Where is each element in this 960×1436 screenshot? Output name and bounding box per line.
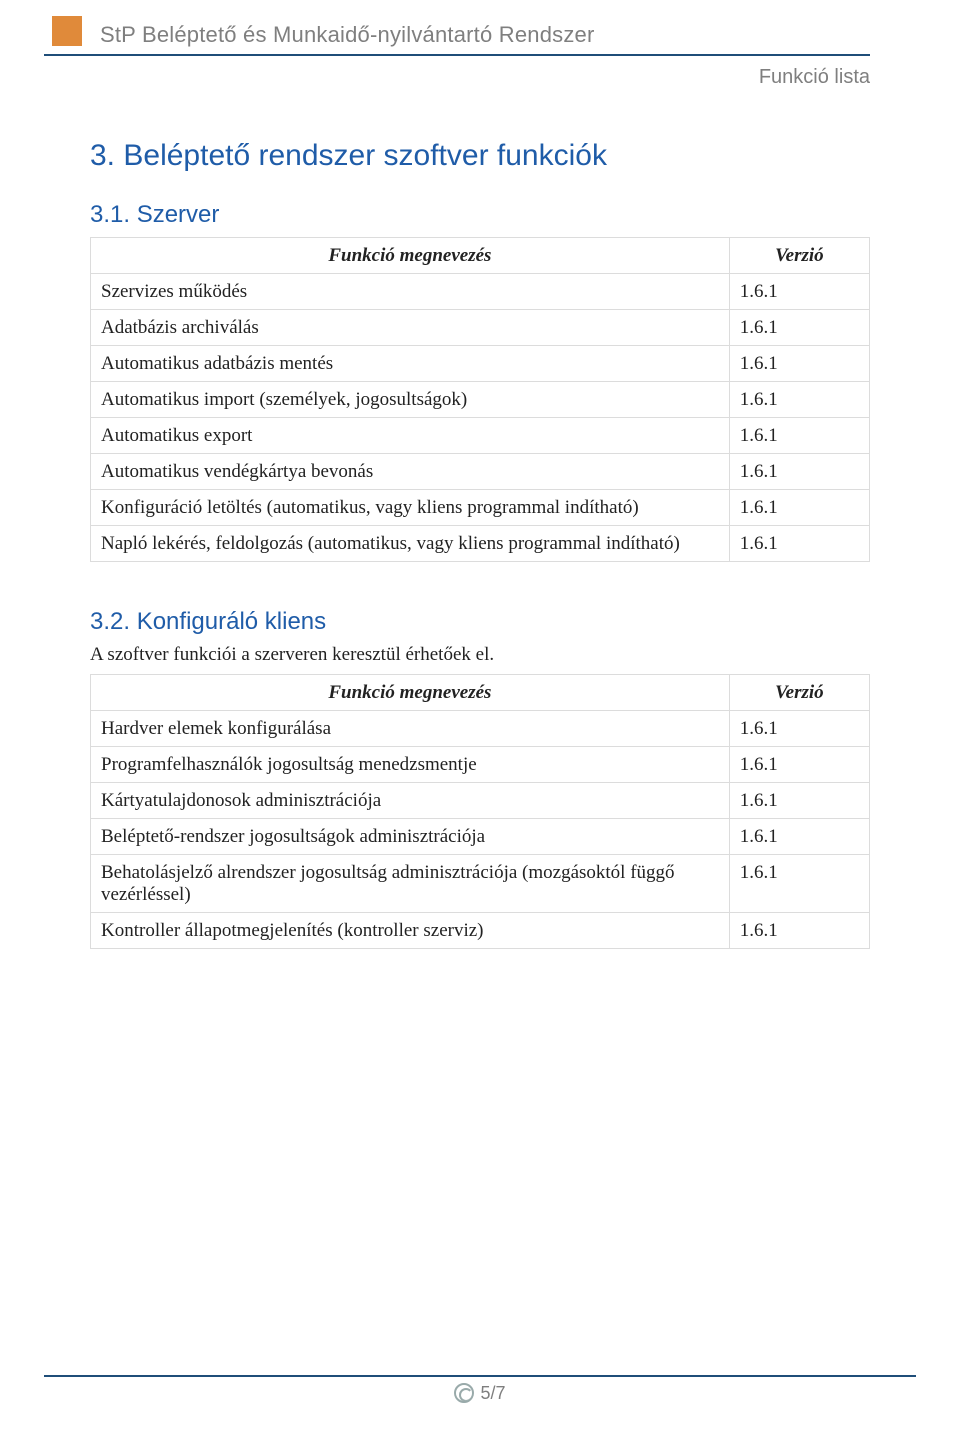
table-row: Konfiguráció letöltés (automatikus, vagy… [91,490,870,526]
cell-version: 1.6.1 [729,418,869,454]
cell-name: Kontroller állapotmegjelenítés (kontroll… [91,913,730,949]
cell-version: 1.6.1 [729,913,869,949]
page-header: StP Beléptető és Munkaidő-nyilvántartó R… [90,0,870,89]
table-row: Adatbázis archiválás1.6.1 [91,310,870,346]
table-row: Kontroller állapotmegjelenítés (kontroll… [91,913,870,949]
cell-version: 1.6.1 [729,819,869,855]
subsection-2-lead: A szoftver funkciói a szerveren keresztü… [90,644,870,666]
table-row: Automatikus import (személyek, jogosults… [91,382,870,418]
subsection-1-title: Szerver [137,201,220,228]
table-row: Szervizes működés1.6.1 [91,274,870,310]
table-row: Kártyatulajdonosok adminisztrációja1.6.1 [91,783,870,819]
page-number: 5/7 [480,1383,505,1404]
page: StP Beléptető és Munkaidő-nyilvántartó R… [0,0,960,1436]
cell-version: 1.6.1 [729,526,869,562]
table-row: Hardver elemek konfigurálása1.6.1 [91,711,870,747]
cell-version: 1.6.1 [729,274,869,310]
header-row: StP Beléptető és Munkaidő-nyilvántartó R… [90,18,870,48]
cell-version: 1.6.1 [729,711,869,747]
cell-version: 1.6.1 [729,783,869,819]
footer-rule [44,1375,916,1377]
subsection-1-heading: 3.1. Szerver [90,201,870,229]
col-header-version: Verzió [729,238,869,274]
cell-name: Kártyatulajdonosok adminisztrációja [91,783,730,819]
cell-version: 1.6.1 [729,382,869,418]
section-heading: 3. Beléptető rendszer szoftver funkciók [90,139,870,173]
table-row: Automatikus adatbázis mentés1.6.1 [91,346,870,382]
cell-name: Automatikus export [91,418,730,454]
subsection-2-title: Konfiguráló kliens [137,608,326,635]
page-footer: 5/7 [0,1375,960,1409]
subsection-1-number: 3.1. [90,201,130,228]
table-header-row: Funkció megnevezés Verzió [91,238,870,274]
col-header-name: Funkció megnevezés [91,238,730,274]
table-row: Automatikus vendégkártya bevonás1.6.1 [91,454,870,490]
table-config-client-functions: Funkció megnevezés Verzió Hardver elemek… [90,674,870,949]
cell-name: Szervizes működés [91,274,730,310]
cell-version: 1.6.1 [729,310,869,346]
table-row: Napló lekérés, feldolgozás (automatikus,… [91,526,870,562]
cell-version: 1.6.1 [729,346,869,382]
col-header-version: Verzió [729,675,869,711]
table-row: Beléptető-rendszer jogosultságok adminis… [91,819,870,855]
cell-name: Hardver elemek konfigurálása [91,711,730,747]
cell-name: Programfelhasználók jogosultság menedzsm… [91,747,730,783]
cell-version: 1.6.1 [729,747,869,783]
footer-inner: 5/7 [454,1383,505,1404]
cell-name: Automatikus adatbázis mentés [91,346,730,382]
header-rule [44,54,870,56]
col-header-name: Funkció megnevezés [91,675,730,711]
table-header-row: Funkció megnevezés Verzió [91,675,870,711]
cell-name: Automatikus vendégkártya bevonás [91,454,730,490]
subsection-2-heading: 3.2. Konfiguráló kliens [90,608,870,636]
table-row: Automatikus export1.6.1 [91,418,870,454]
cell-version: 1.6.1 [729,454,869,490]
table-server-functions: Funkció megnevezés Verzió Szervizes műkö… [90,237,870,562]
table-row: Programfelhasználók jogosultság menedzsm… [91,747,870,783]
cell-version: 1.6.1 [729,855,869,913]
cell-name: Adatbázis archiválás [91,310,730,346]
header-subtitle: Funkció lista [90,66,870,89]
swirl-icon [454,1383,474,1403]
logo-square-icon [52,16,82,46]
cell-name: Automatikus import (személyek, jogosults… [91,382,730,418]
header-title: StP Beléptető és Munkaidő-nyilvántartó R… [100,22,595,48]
table-row: Behatolásjelző alrendszer jogosultság ad… [91,855,870,913]
cell-name: Beléptető-rendszer jogosultságok adminis… [91,819,730,855]
cell-version: 1.6.1 [729,490,869,526]
cell-name: Konfiguráció letöltés (automatikus, vagy… [91,490,730,526]
cell-name: Napló lekérés, feldolgozás (automatikus,… [91,526,730,562]
cell-name: Behatolásjelző alrendszer jogosultság ad… [91,855,730,913]
section-title: Beléptető rendszer szoftver funkciók [123,139,607,172]
section-number: 3. [90,139,115,172]
subsection-2-number: 3.2. [90,608,130,635]
